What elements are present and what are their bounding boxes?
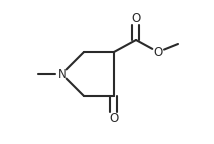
Text: N: N	[58, 68, 66, 80]
Text: O: O	[131, 12, 141, 24]
Text: O: O	[153, 46, 163, 58]
Text: O: O	[109, 111, 119, 125]
